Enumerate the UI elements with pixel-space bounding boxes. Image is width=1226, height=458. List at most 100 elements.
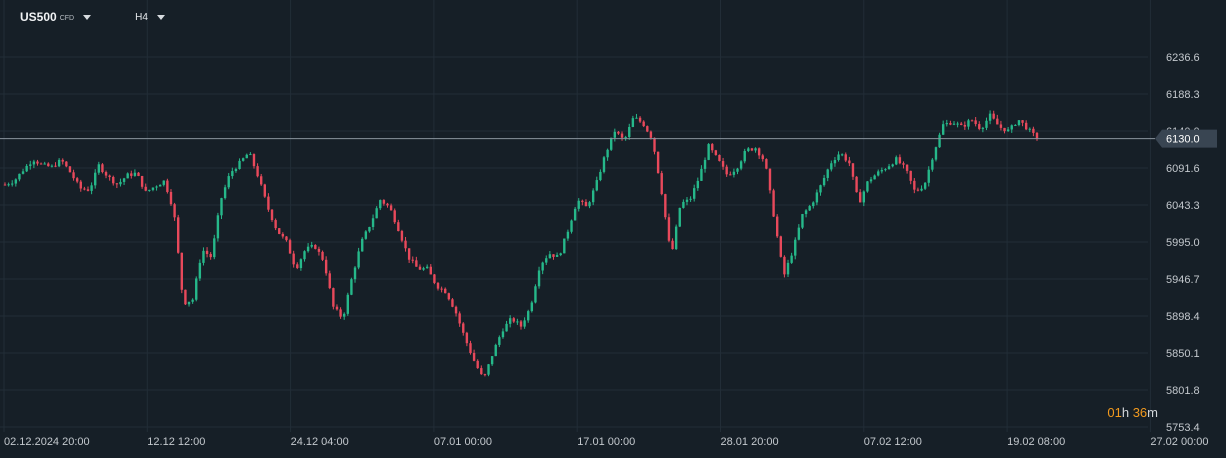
candle [465, 331, 469, 347]
candle [501, 328, 505, 339]
candle-body [458, 313, 461, 324]
candle-body [530, 302, 534, 312]
candle-body [21, 171, 25, 174]
candle-body [1024, 122, 1028, 130]
candle-body [978, 124, 981, 129]
candle-body [602, 157, 606, 172]
candle [602, 155, 606, 174]
candle-body [169, 191, 173, 205]
candle [324, 256, 328, 276]
candle-body [472, 352, 476, 361]
x-tick-label: 17.01 00:00 [577, 436, 635, 448]
candle [866, 180, 869, 193]
candle [566, 229, 570, 241]
candle-body [25, 165, 28, 172]
candle-body [86, 189, 90, 191]
candle-body [797, 227, 801, 240]
candle-body [267, 196, 270, 210]
candle [757, 147, 761, 160]
candle [494, 343, 497, 357]
candle-body [700, 168, 703, 181]
candle [79, 179, 82, 192]
x-tick-label: 24.12 04:00 [291, 436, 349, 448]
candle-body [1010, 125, 1013, 130]
candle [133, 169, 137, 177]
candle [552, 254, 555, 260]
candle [844, 152, 847, 163]
candle-body [184, 289, 187, 305]
symbol-label[interactable]: US500 [20, 10, 57, 24]
candle [783, 255, 786, 278]
candles [3, 110, 1039, 377]
candle [700, 165, 703, 181]
candle [1024, 120, 1028, 131]
candle [462, 322, 465, 336]
candle [425, 264, 429, 269]
candle [830, 160, 833, 172]
candle [241, 157, 245, 162]
candle [898, 154, 902, 165]
candle-body [826, 169, 829, 178]
candle [790, 252, 793, 264]
candle-body [68, 166, 72, 173]
timeframe-label[interactable]: H4 [135, 11, 148, 23]
candle [711, 142, 714, 153]
candle-body [743, 150, 746, 162]
candle [350, 277, 353, 296]
candle [119, 178, 122, 187]
candle-body [812, 202, 815, 207]
candle [469, 340, 472, 355]
candle [873, 174, 876, 180]
candle [739, 160, 743, 171]
candle-body [591, 190, 595, 203]
candle-body [346, 294, 349, 314]
candle-body [371, 218, 375, 227]
candle-body [682, 201, 685, 208]
candle-body [335, 306, 339, 310]
candle-body [498, 337, 501, 345]
candle [148, 189, 151, 192]
candle [963, 121, 967, 130]
candle-countdown: 01h 36m [1107, 405, 1158, 420]
candle-body [541, 262, 544, 271]
candle-body [653, 137, 656, 152]
candle [527, 309, 530, 323]
candle [1035, 131, 1039, 141]
candle-body [126, 173, 129, 179]
candle [617, 131, 620, 135]
candle [638, 116, 642, 124]
candle-body [112, 177, 115, 184]
candle [610, 137, 613, 151]
candle [747, 147, 750, 153]
candle-body [537, 270, 541, 287]
candle-body [689, 198, 692, 200]
x-tick-label: 02.12.2024 20:00 [4, 436, 90, 448]
candle [213, 234, 216, 260]
candle-body [902, 163, 905, 165]
candle-body [166, 180, 169, 192]
candle [949, 120, 952, 126]
candle-body [90, 185, 93, 191]
candle [155, 185, 158, 191]
candle [848, 156, 851, 167]
candle-body [1006, 129, 1010, 132]
chevron-down-icon[interactable] [83, 14, 92, 20]
candle [855, 176, 858, 193]
candle-body [122, 178, 126, 182]
candle-body [7, 184, 10, 186]
candle-body [418, 266, 422, 270]
candle [68, 166, 72, 173]
candle-body [339, 309, 342, 317]
candle [393, 208, 396, 224]
candle [512, 317, 515, 324]
candle [927, 166, 930, 187]
candle [180, 252, 184, 294]
candle [941, 120, 945, 136]
candle-body [487, 364, 490, 375]
candle [310, 241, 313, 249]
chevron-down-icon[interactable] [156, 14, 165, 20]
candle [678, 207, 681, 228]
candle [584, 199, 588, 207]
candle-body [848, 160, 851, 164]
